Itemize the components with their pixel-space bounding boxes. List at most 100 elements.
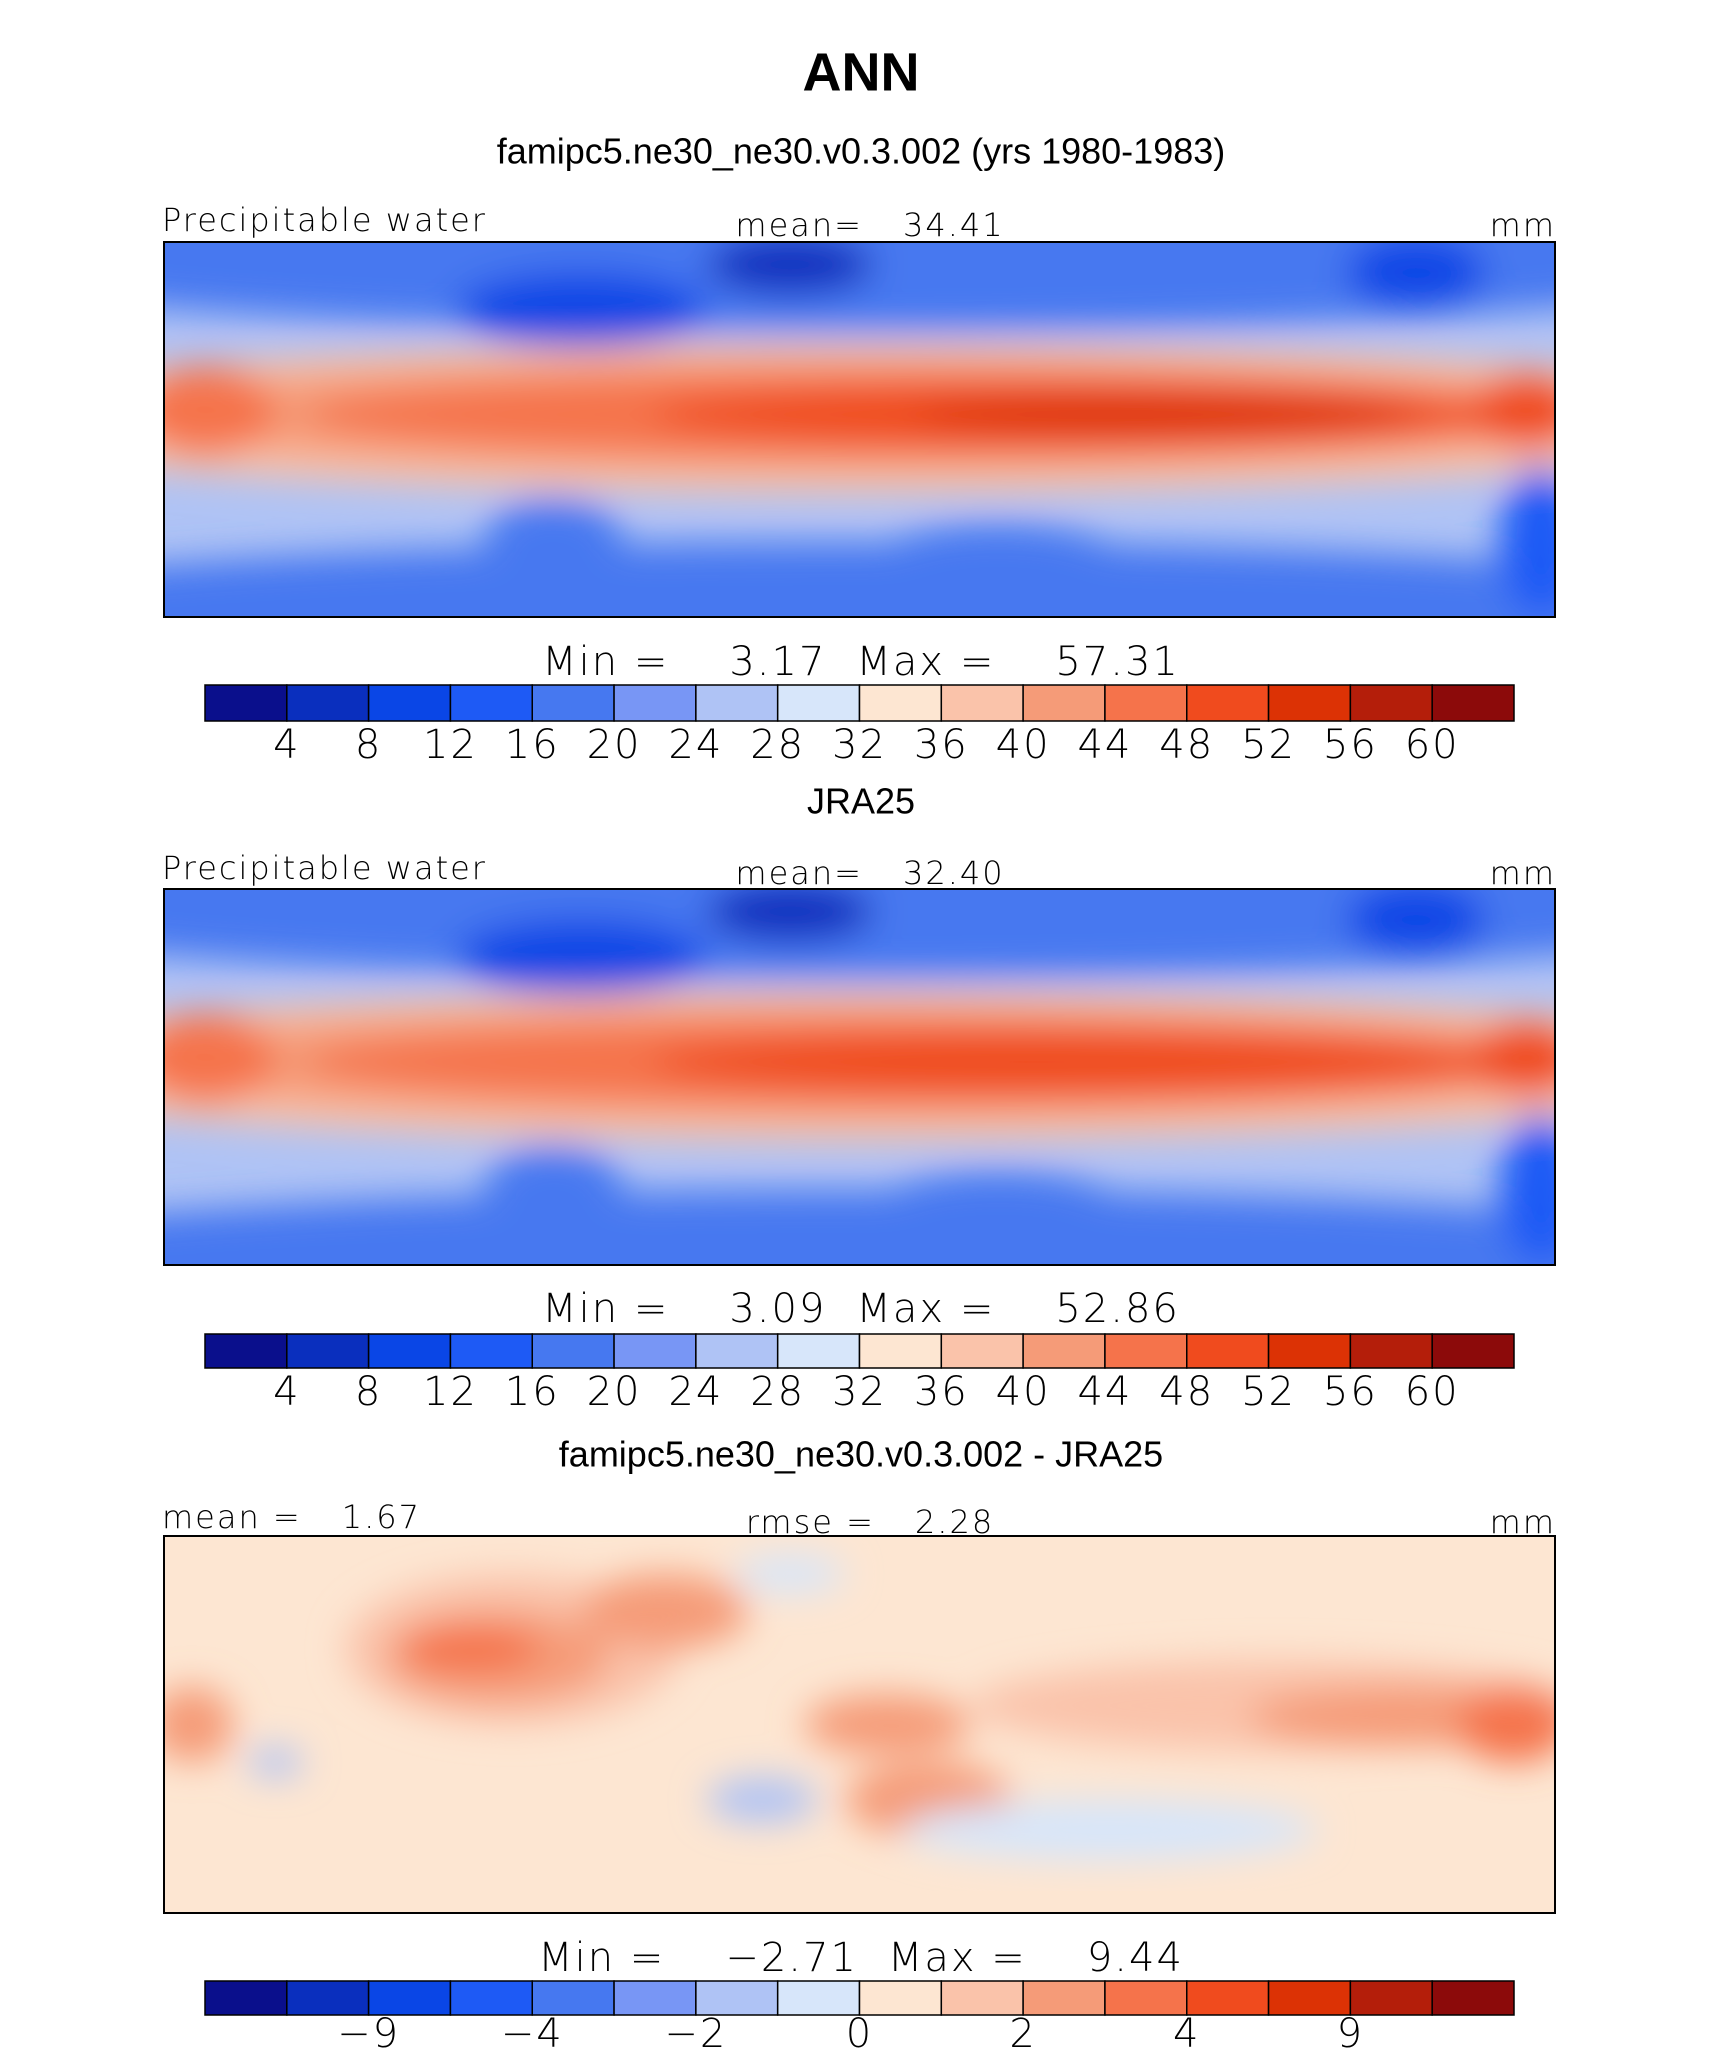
field-blob <box>873 1171 1124 1247</box>
map-blobs <box>164 1554 1555 1861</box>
colorbar-tick-label: 40 <box>996 722 1051 768</box>
header-stat: mean = 1.67 <box>162 1498 421 1536</box>
header-text: Precipitable water <box>162 201 487 239</box>
colorbar-box <box>776 1333 861 1369</box>
colorbar-tick-label: 2 <box>1009 2011 1036 2051</box>
header-text: mm <box>1490 206 1556 244</box>
colorbar-box <box>449 1333 533 1369</box>
colorbar-box <box>204 1980 288 2016</box>
colorbar-box <box>1022 1980 1106 2016</box>
stats: Min = −2.71 Max = 9.44 <box>538 1935 1184 1981</box>
field-blob <box>164 365 276 456</box>
stat-value: 9.44 <box>1087 1935 1184 1981</box>
stat-value: 3.09 <box>729 1286 826 1332</box>
colorbar-box <box>695 1980 779 2016</box>
colorbar-box <box>367 1980 452 2016</box>
colorbar-box <box>1349 1980 1433 2016</box>
panel: JRA25 Precipitable water mean= 32.40 mm Min =… <box>162 781 1556 1415</box>
colorbar-tick-label: 44 <box>1077 722 1132 768</box>
map-field <box>164 242 1555 617</box>
map-field <box>164 889 1555 1265</box>
stat-label: mean = <box>162 1498 302 1536</box>
colorbar-box <box>1104 684 1188 722</box>
map-frame <box>163 241 1556 618</box>
panel: famipc5.ne30_ne30.v0.3.002 (yrs 1980-198… <box>162 131 1556 768</box>
header-text: mm <box>1490 1503 1556 1541</box>
colorbar-box <box>776 684 861 722</box>
colorbar-box <box>1186 684 1270 722</box>
colorbar-tick-label: 8 <box>355 722 382 768</box>
colorbar-box <box>367 684 452 722</box>
header-text: mm <box>1490 854 1556 892</box>
stat-value: −2.71 <box>725 1935 858 1981</box>
colorbar-tick-label: 56 <box>1323 722 1378 768</box>
field-blob <box>400 1626 540 1672</box>
field-blob <box>164 1013 276 1104</box>
colorbar-tick-label: 12 <box>423 722 478 768</box>
field-blob <box>456 919 707 995</box>
stat-label: Max = <box>888 1935 1027 1981</box>
colorbar-tick-label: −9 <box>337 2011 400 2051</box>
stat-value: 32.40 <box>903 854 1005 892</box>
field-blob <box>456 272 707 347</box>
colorbar-tick-label: 56 <box>1323 1369 1378 1415</box>
colorbar-box <box>531 684 615 722</box>
stats: Min = 3.09 Max = 52.86 <box>542 1286 1180 1332</box>
colorbar-tick-label: 60 <box>1405 722 1460 768</box>
colorbar-tick-label: −2 <box>664 2011 727 2051</box>
colorbar-box <box>204 684 288 722</box>
map-frame <box>163 888 1556 1266</box>
colorbar-box <box>531 1980 615 2016</box>
colorbar-tick-label: 36 <box>914 722 969 768</box>
colorbar-box <box>1349 684 1433 722</box>
header-text: Precipitable water <box>162 849 487 887</box>
stat-label: Max = <box>856 1286 995 1332</box>
field-blob <box>803 1694 971 1755</box>
colorbar-box <box>531 1333 615 1369</box>
colorbar-box <box>1267 1333 1352 1369</box>
field-blob <box>901 1799 1319 1861</box>
stat-value: 3.17 <box>729 639 826 685</box>
colorbar-box <box>286 1980 370 2016</box>
colorbar-tick-label: 4 <box>1173 2011 1200 2051</box>
colorbar-box <box>1349 1333 1433 1369</box>
stat-label: rmse = <box>746 1503 875 1541</box>
colorbar-tick-label: −4 <box>501 2011 564 2051</box>
field-blob <box>706 1777 818 1823</box>
colorbar-box <box>858 684 943 722</box>
field-blob <box>873 523 1124 599</box>
colorbar-box <box>1104 1980 1188 2016</box>
colorbar-box <box>940 1333 1024 1369</box>
colorbar-box <box>449 684 533 722</box>
field-blob <box>706 242 874 295</box>
colorbar-tick-label: 48 <box>1159 722 1214 768</box>
field-blob <box>1346 242 1486 310</box>
colorbar-tick-label: 16 <box>505 1369 560 1415</box>
stat-value: 57.31 <box>1055 639 1180 685</box>
colorbar-box <box>940 1980 1024 2016</box>
colorbar-box <box>695 1333 779 1369</box>
colorbar-box <box>367 1333 452 1369</box>
header-stat: mean= 32.40 <box>735 854 1004 892</box>
stat-value: 52.86 <box>1055 1286 1180 1332</box>
colorbar-box <box>1104 1333 1188 1369</box>
colorbar-box <box>1022 684 1106 722</box>
colorbar-box <box>858 1980 943 2016</box>
colorbar-box <box>1186 1980 1270 2016</box>
map-blobs <box>164 242 1555 617</box>
colorbar-box <box>1431 684 1515 722</box>
figure-title: ANN <box>803 42 920 102</box>
colorbar-box <box>940 684 1024 722</box>
colorbar-tick-label: 9 <box>1337 2011 1364 2051</box>
colorbar-tick-label: 16 <box>505 722 560 768</box>
colorbar-box <box>449 1980 533 2016</box>
field-blob <box>1471 373 1555 449</box>
colorbar-box <box>1186 1333 1270 1369</box>
colorbar-tick-label: 24 <box>668 1369 723 1415</box>
colorbar-tick-label: 28 <box>750 1369 805 1415</box>
header-stat: rmse = 2.28 <box>746 1503 994 1541</box>
colorbar-box <box>1431 1333 1515 1369</box>
map-frame <box>163 1535 1556 1914</box>
panel-title: famipc5.ne30_ne30.v0.3.002 (yrs 1980-198… <box>497 131 1226 172</box>
